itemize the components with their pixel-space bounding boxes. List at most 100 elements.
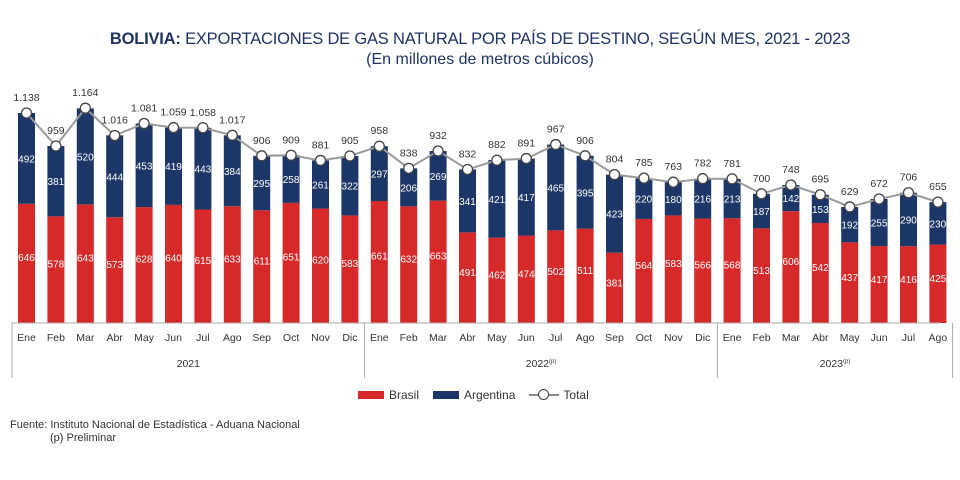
data-label-total: 1.081	[131, 103, 157, 115]
data-label-total: 700	[753, 173, 771, 185]
bar-argentina	[753, 193, 770, 229]
title-country: BOLIVIA:	[109, 30, 181, 48]
bar-argentina	[370, 146, 388, 202]
data-label-total: 932	[429, 130, 447, 142]
data-label-argentina: 322	[342, 182, 359, 193]
total-point	[344, 150, 356, 162]
data-label-brasil: 632	[400, 254, 417, 265]
data-label-brasil: 568	[724, 260, 741, 271]
bar-argentina	[606, 174, 623, 253]
data-label-brasil: 611	[254, 256, 270, 267]
bar-argentina	[135, 123, 153, 208]
data-label-total: 781	[723, 158, 741, 170]
x-tick-label: Sep	[605, 332, 624, 344]
total-point	[579, 150, 591, 162]
total-point	[697, 173, 709, 185]
total-point	[902, 187, 915, 199]
data-label-argentina: 187	[753, 207, 770, 218]
data-label-brasil: 606	[783, 257, 800, 268]
x-tick-label: Oct	[283, 332, 299, 344]
total-point	[197, 122, 209, 134]
bar-argentina	[429, 151, 447, 201]
data-label-total: 672	[870, 178, 888, 190]
data-label-brasil: 566	[694, 261, 711, 272]
bar-brasil	[635, 218, 653, 323]
bar-brasil	[106, 217, 124, 323]
x-tick-label: Mar	[76, 332, 95, 344]
data-label-brasil: 663	[430, 251, 447, 262]
x-tick-label: Abr	[812, 332, 829, 344]
data-label-argentina: 297	[371, 170, 388, 181]
group-label: 2021	[177, 358, 201, 370]
data-label-total: 763	[665, 161, 683, 173]
x-tick-label: Jun	[518, 332, 535, 344]
bar-brasil	[929, 244, 947, 323]
source-note: Fuente: Instituto Nacional de Estadístic…	[10, 419, 300, 445]
data-label-argentina: 269	[430, 172, 447, 183]
bar-brasil	[811, 222, 829, 323]
chart-subtitle: (En millones de metros cúbicos)	[366, 51, 594, 68]
bar-brasil	[18, 203, 35, 323]
x-tick-label: May	[134, 332, 155, 344]
legend-item-brasil: Brasil	[358, 388, 419, 402]
legend-swatch-brasil	[358, 391, 384, 399]
data-label-total: 695	[812, 174, 830, 186]
bar-brasil	[429, 200, 447, 323]
total-point	[285, 149, 297, 161]
x-tick-label: Feb	[752, 332, 770, 344]
source-text: Fuente: Instituto Nacional de Estadístic…	[10, 419, 300, 431]
bar-argentina	[517, 158, 535, 236]
total-point	[432, 145, 444, 157]
data-label-argentina: 465	[547, 183, 564, 194]
data-label-total: 906	[253, 135, 271, 147]
x-tick-label: Nov	[664, 332, 683, 344]
data-label-argentina: 492	[18, 154, 35, 165]
data-label-argentina: 220	[636, 195, 653, 206]
legend-item-total: Total	[529, 388, 589, 402]
bar-argentina	[547, 144, 565, 231]
data-label-argentina: 180	[665, 195, 682, 206]
x-tick-label: Ene	[17, 332, 36, 344]
total-point	[638, 172, 650, 184]
data-label-total: 905	[341, 135, 359, 147]
total-point	[755, 188, 768, 200]
preliminary-note: (p) Preliminar	[50, 432, 117, 444]
x-tick-label: Jul	[196, 332, 209, 344]
data-label-total: 906	[576, 135, 594, 147]
bar-argentina	[194, 127, 212, 210]
data-label-total: 909	[282, 134, 300, 146]
data-label-brasil: 633	[224, 254, 241, 265]
data-label-argentina: 443	[195, 165, 212, 176]
bar-argentina	[282, 155, 300, 203]
data-label-brasil: 661	[371, 252, 388, 263]
data-label-argentina: 192	[841, 221, 858, 232]
bar-brasil	[282, 202, 300, 323]
group-label-superscript: (p)	[843, 359, 850, 365]
bar-argentina	[459, 169, 476, 233]
total-point	[608, 168, 621, 181]
total-point	[20, 107, 33, 119]
data-label-argentina: 258	[283, 175, 300, 186]
data-label-total: 655	[929, 181, 947, 193]
bar-argentina	[253, 155, 271, 211]
data-label-argentina: 419	[165, 162, 182, 173]
x-tick-label: Jul	[549, 332, 562, 344]
data-label-total: 1.164	[72, 87, 98, 99]
data-label-total: 785	[635, 157, 653, 169]
group-label: 2023(p)	[820, 358, 851, 370]
x-tick-label: Ago	[223, 332, 242, 344]
data-label-brasil: 646	[18, 253, 35, 264]
data-label-brasil: 425	[930, 274, 947, 285]
x-tick-label: Ago	[929, 332, 948, 344]
bar-argentina	[723, 178, 741, 219]
data-label-total: 832	[459, 148, 477, 160]
bar-argentina	[635, 178, 653, 219]
data-label-total: 1.059	[160, 107, 186, 119]
data-label-argentina: 142	[783, 194, 800, 205]
data-label-argentina: 230	[930, 219, 947, 230]
data-label-brasil: 474	[518, 270, 535, 281]
legend-label-brasil: Brasil	[389, 388, 420, 402]
bar-brasil	[900, 246, 917, 323]
x-tick-label: Oct	[636, 332, 652, 344]
